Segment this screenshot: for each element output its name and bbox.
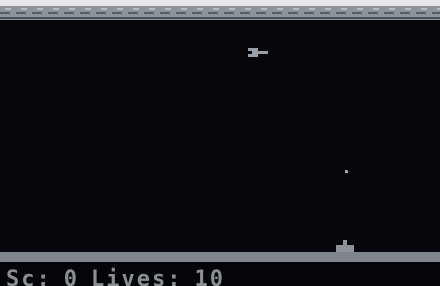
lives: 10	[194, 267, 225, 286]
score: 0	[64, 267, 79, 286]
game-screen: Sc: 0 Lives: 10	[0, 0, 440, 286]
playfield	[0, 0, 440, 286]
sky	[0, 20, 440, 252]
bullet	[345, 170, 348, 173]
score-label: Sc:	[6, 267, 52, 286]
hud: Sc: 0 Lives: 10	[6, 268, 237, 286]
lives-label: Lives:	[91, 267, 182, 286]
ground	[0, 252, 440, 262]
top-edge	[0, 0, 440, 6]
